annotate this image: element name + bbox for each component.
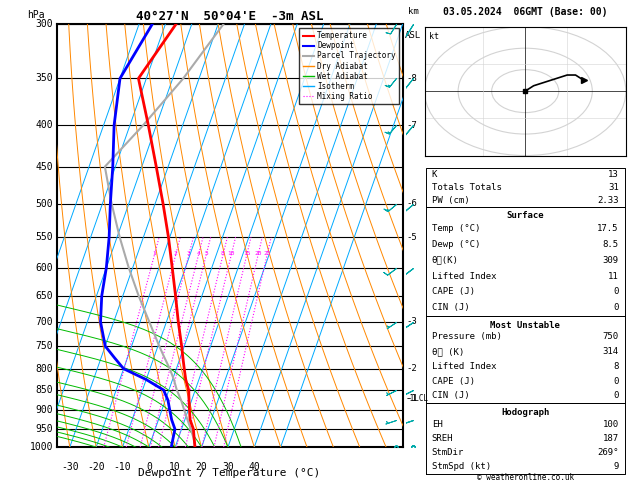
Text: CIN (J): CIN (J) [431, 303, 469, 312]
Text: 20: 20 [196, 462, 208, 472]
Text: -10: -10 [114, 462, 131, 472]
Text: 500: 500 [35, 199, 53, 208]
Text: 550: 550 [35, 232, 53, 242]
Text: θᴇ(K): θᴇ(K) [431, 256, 459, 264]
Legend: Temperature, Dewpoint, Parcel Trajectory, Dry Adiabat, Wet Adiabat, Isotherm, Mi: Temperature, Dewpoint, Parcel Trajectory… [299, 28, 399, 104]
Text: -30: -30 [61, 462, 79, 472]
Text: -5: -5 [406, 233, 417, 242]
Text: 3: 3 [187, 251, 191, 256]
Text: Most Unstable: Most Unstable [490, 321, 560, 330]
Text: 0: 0 [613, 287, 619, 296]
Text: -6: -6 [406, 199, 417, 208]
Text: 450: 450 [35, 162, 53, 172]
Text: 0: 0 [613, 303, 619, 312]
Text: 314: 314 [603, 347, 619, 356]
Text: hPa: hPa [27, 10, 45, 20]
Text: ASL: ASL [405, 31, 421, 40]
Text: CIN (J): CIN (J) [431, 392, 469, 400]
Text: 03.05.2024  06GMT (Base: 00): 03.05.2024 06GMT (Base: 00) [443, 7, 608, 17]
Text: 9: 9 [613, 462, 619, 471]
Text: 400: 400 [35, 121, 53, 130]
Text: -1: -1 [406, 394, 417, 403]
Text: 30: 30 [222, 462, 234, 472]
Text: Surface: Surface [506, 211, 544, 221]
Text: 8: 8 [221, 251, 225, 256]
Text: 0: 0 [613, 377, 619, 386]
Text: 13: 13 [608, 170, 619, 179]
Text: 2.33: 2.33 [597, 195, 619, 205]
Title: 40°27'N  50°04'E  -3m ASL: 40°27'N 50°04'E -3m ASL [136, 10, 323, 23]
Text: -2: -2 [406, 364, 417, 373]
Text: -3: -3 [406, 317, 417, 327]
Text: 5: 5 [204, 251, 208, 256]
Text: 187: 187 [603, 434, 619, 443]
Text: Pressure (mb): Pressure (mb) [431, 332, 502, 341]
Text: PW (cm): PW (cm) [431, 195, 469, 205]
Text: -1LCL: -1LCL [406, 394, 429, 403]
Text: θᴇ (K): θᴇ (K) [431, 347, 464, 356]
Text: 10: 10 [169, 462, 181, 472]
Text: 1000: 1000 [30, 442, 53, 452]
Text: 350: 350 [35, 73, 53, 84]
Text: 309: 309 [603, 256, 619, 264]
Text: 4: 4 [196, 251, 200, 256]
Text: © weatheronline.co.uk: © weatheronline.co.uk [477, 473, 574, 482]
Text: 750: 750 [603, 332, 619, 341]
Text: 700: 700 [35, 317, 53, 327]
Text: K: K [431, 170, 437, 179]
Text: CAPE (J): CAPE (J) [431, 377, 475, 386]
Text: 750: 750 [35, 341, 53, 351]
Text: 0: 0 [146, 462, 152, 472]
Text: CAPE (J): CAPE (J) [431, 287, 475, 296]
Text: kt: kt [429, 32, 439, 41]
Text: 800: 800 [35, 364, 53, 374]
Text: 269°: 269° [597, 448, 619, 457]
Text: km: km [408, 7, 418, 16]
Text: 40: 40 [248, 462, 260, 472]
Text: -8: -8 [406, 74, 417, 83]
Text: 2: 2 [174, 251, 177, 256]
Text: 850: 850 [35, 385, 53, 395]
Text: 600: 600 [35, 263, 53, 273]
Text: 8.5: 8.5 [603, 240, 619, 249]
Text: StmDir: StmDir [431, 448, 464, 457]
Text: StmSpd (kt): StmSpd (kt) [431, 462, 491, 471]
Text: 31: 31 [608, 183, 619, 191]
Text: Dewpoint / Temperature (°C): Dewpoint / Temperature (°C) [138, 469, 321, 478]
Text: 10: 10 [227, 251, 235, 256]
Text: 20: 20 [254, 251, 262, 256]
Text: Temp (°C): Temp (°C) [431, 224, 480, 233]
Text: Lifted Index: Lifted Index [431, 272, 496, 280]
Text: 25: 25 [263, 251, 270, 256]
Text: 900: 900 [35, 405, 53, 415]
Text: 15: 15 [243, 251, 250, 256]
Text: 950: 950 [35, 424, 53, 434]
Text: 8: 8 [613, 362, 619, 371]
Text: Dewp (°C): Dewp (°C) [431, 240, 480, 249]
Text: Hodograph: Hodograph [501, 408, 549, 417]
Text: 17.5: 17.5 [597, 224, 619, 233]
Text: 100: 100 [603, 419, 619, 429]
Text: 0: 0 [613, 392, 619, 400]
Text: Totals Totals: Totals Totals [431, 183, 502, 191]
Text: EH: EH [431, 419, 443, 429]
Text: 11: 11 [608, 272, 619, 280]
Text: SREH: SREH [431, 434, 454, 443]
Text: 650: 650 [35, 291, 53, 301]
Text: -7: -7 [406, 121, 417, 130]
Text: 300: 300 [35, 19, 53, 29]
Text: 1: 1 [152, 251, 156, 256]
Text: Lifted Index: Lifted Index [431, 362, 496, 371]
Text: -20: -20 [87, 462, 105, 472]
